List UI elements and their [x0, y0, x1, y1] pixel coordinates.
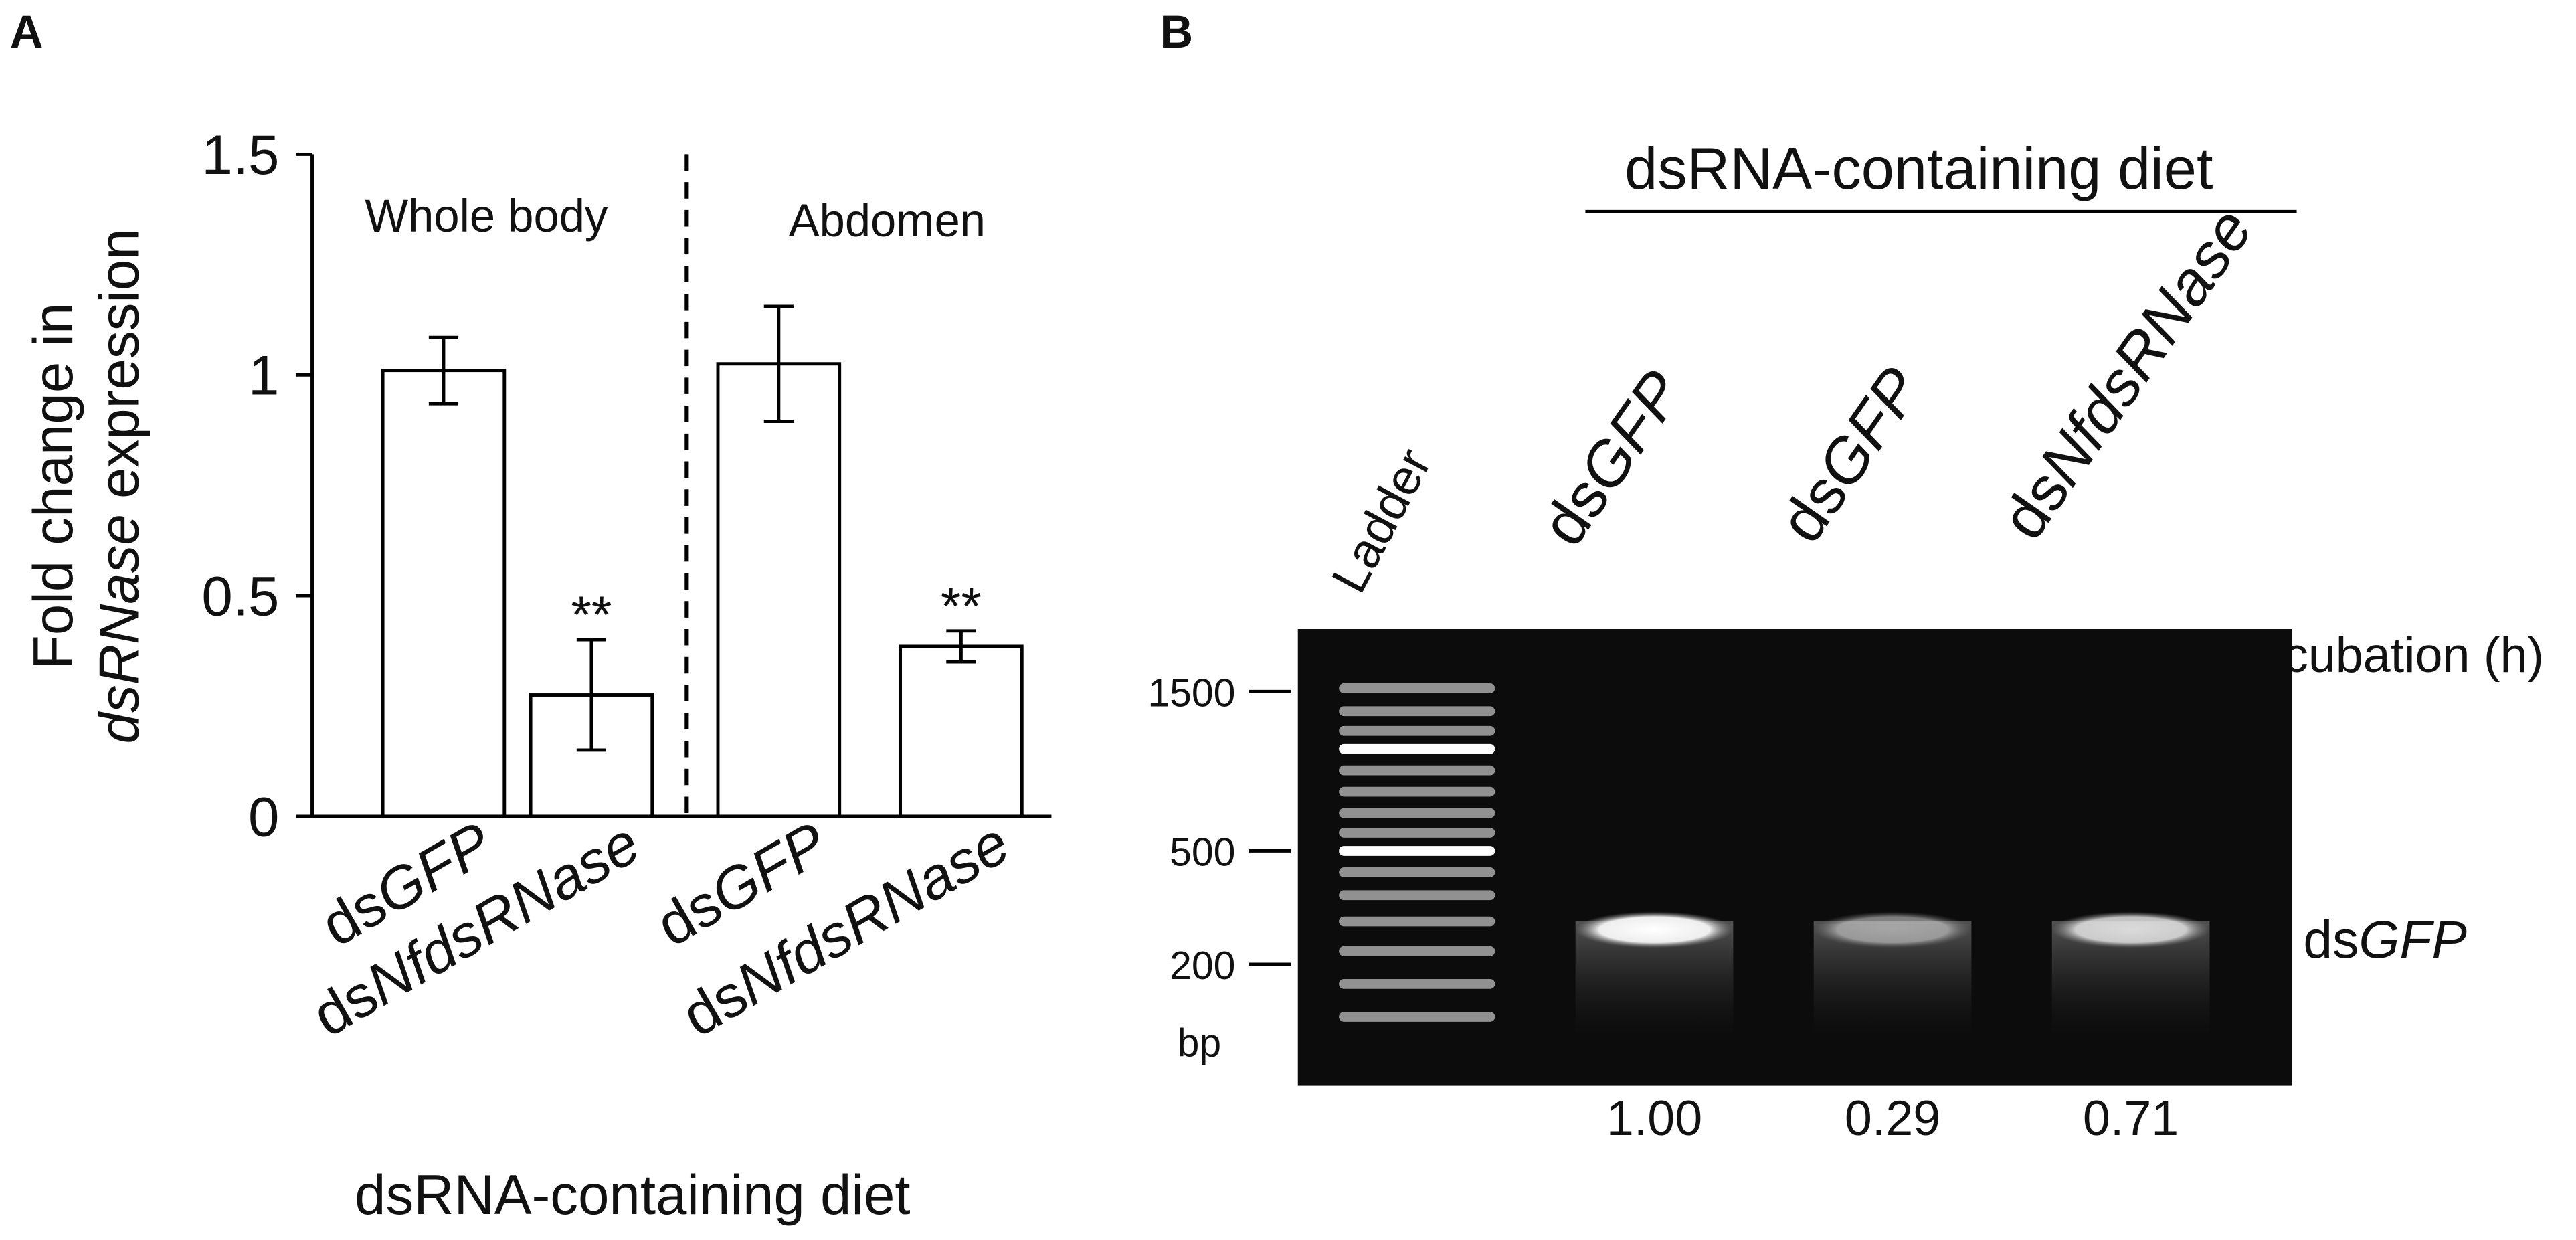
marker-label: 500 — [1170, 831, 1235, 875]
y-axis-label: Fold change in — [21, 303, 84, 670]
ladder-band — [1339, 765, 1495, 776]
quantity-label: 1.00 — [1606, 1090, 1702, 1146]
band-label: dsGFP — [2303, 910, 2466, 969]
y-tick-label: 1 — [248, 344, 279, 407]
bar — [899, 644, 1024, 818]
panel-label: A — [10, 6, 43, 58]
ladder-band — [1339, 978, 1495, 989]
lane-label: Ladder — [1321, 440, 1442, 601]
gel-title: dsRNA-containing diet — [1625, 135, 2213, 201]
quantity-label: 0.71 — [2083, 1090, 2179, 1146]
y-axis-label: dsRNase expression — [87, 228, 150, 743]
y-tick-label: 0 — [248, 785, 279, 848]
ladder-band — [1339, 725, 1495, 736]
ladder-band — [1339, 1012, 1495, 1022]
sample-band — [1813, 911, 1972, 948]
group-label: Abdomen — [789, 195, 986, 246]
marker-unit: bp — [1178, 1021, 1222, 1065]
marker-label: 1500 — [1147, 671, 1235, 715]
y-tick-label: 1.5 — [201, 123, 279, 186]
ladder-band — [1339, 890, 1495, 901]
sample-band — [2051, 911, 2210, 948]
lane-label: dsGFP — [1528, 359, 1696, 557]
marker-label: 200 — [1170, 944, 1235, 988]
ladder-band — [1339, 786, 1495, 797]
ladder-band — [1339, 808, 1495, 818]
group-label: Whole body — [365, 190, 608, 242]
ladder-band — [1339, 828, 1495, 838]
y-tick-label: 0.5 — [201, 565, 279, 628]
lane-label: dsNfdsRNase — [1988, 196, 2266, 551]
quantity-label: 0.29 — [1845, 1090, 1940, 1146]
panel-label: B — [1160, 6, 1193, 58]
ladder-band — [1339, 706, 1495, 717]
bar — [716, 362, 842, 818]
ladder-band — [1339, 916, 1495, 927]
ladder-band — [1339, 683, 1495, 693]
ladder-band — [1339, 846, 1495, 856]
significance-label: ** — [571, 586, 612, 644]
incubation-label: Incubation (h) — [2243, 627, 2544, 683]
lane-label: dsGFP — [1766, 355, 1934, 554]
significance-label: ** — [941, 577, 982, 636]
ladder-band — [1339, 743, 1495, 754]
sample-band — [1575, 911, 1734, 948]
x-axis-label: dsRNA-containing diet — [355, 1163, 911, 1226]
ladder-band — [1339, 946, 1495, 956]
ladder-band — [1339, 867, 1495, 877]
bar — [381, 369, 507, 818]
